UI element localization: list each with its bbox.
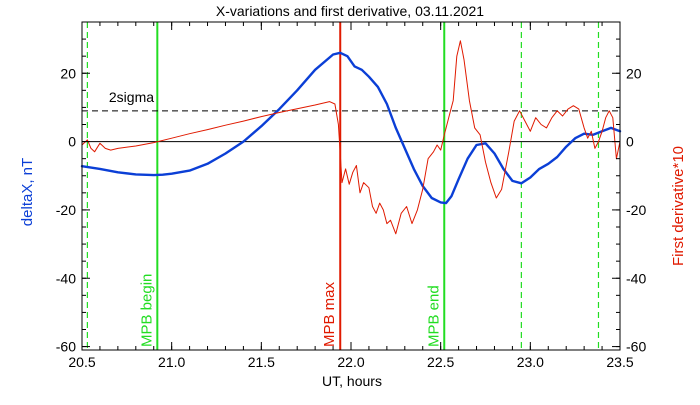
x-tick-label: 21.0	[158, 354, 185, 370]
text-labels: X-variations and first derivative, 03.11…	[19, 3, 687, 389]
series-line-derivative	[81, 40, 621, 235]
y-tick-label-left: -20	[56, 202, 76, 218]
x-tick-label: 22.0	[337, 354, 364, 370]
series-lines	[80, 40, 622, 235]
y-tick-label-left: -40	[56, 270, 76, 286]
x-tick-label: 20.5	[68, 354, 95, 370]
axis-ticks: 20.5 21.0 21.5 22.0 22.5 23.0 23.5-60-40-20020…	[56, 22, 646, 370]
x-tick-label: 21.5	[248, 354, 275, 370]
y-axis-label-right: First derivative*10	[670, 146, 687, 266]
x-tick-label: 22.5	[427, 354, 454, 370]
y-tick-label-right: 0	[626, 134, 634, 150]
y-tick-label-right: -60	[626, 339, 646, 355]
x-tick-label: 23.5	[606, 354, 633, 370]
reference-label-two-sigma: 2sigma	[109, 89, 154, 105]
x-axis-label: UT, hours	[322, 373, 382, 389]
y-tick-label-left: -60	[56, 339, 76, 355]
y-axis-label-left: deltaX, nT	[19, 158, 36, 226]
y-tick-label-right: 20	[626, 65, 642, 81]
y-tick-label-right: -20	[626, 202, 646, 218]
y-tick-label-left: 0	[68, 134, 76, 150]
chart-title: X-variations and first derivative, 03.11…	[216, 3, 484, 19]
plot-frame	[81, 21, 621, 351]
x-tick-label: 23.0	[517, 354, 544, 370]
reference-lines	[82, 110, 620, 143]
marker-label-mpb-begin: MPB begin	[138, 274, 155, 347]
marker-label-mpb-end: MPB end	[425, 285, 442, 347]
series-line-deltaX	[80, 51, 622, 205]
y-tick-label-left: 20	[60, 65, 76, 81]
marker-lines	[86, 22, 600, 350]
marker-label-mpb-max: MPB max	[321, 281, 338, 347]
y-tick-label-right: -40	[626, 270, 646, 286]
